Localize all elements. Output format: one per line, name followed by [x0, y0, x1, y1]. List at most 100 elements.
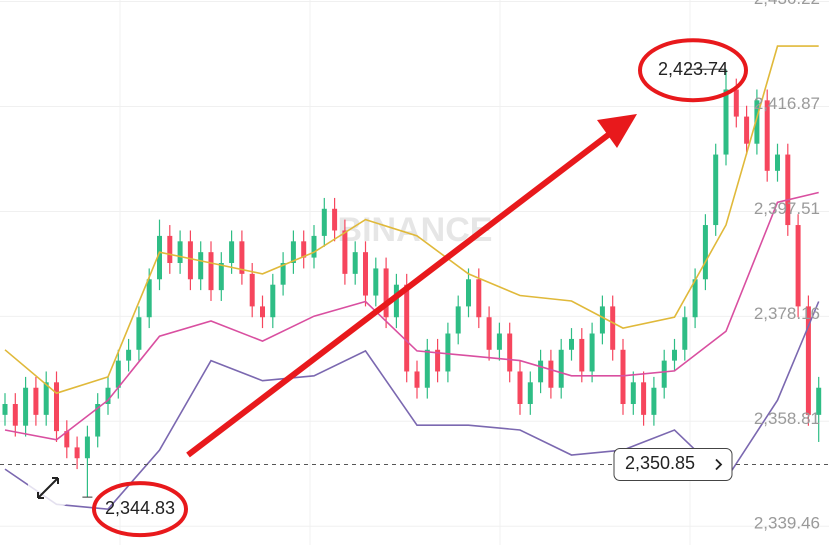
candle-body [84, 436, 90, 459]
low-label: 2,344.83 [105, 498, 175, 518]
candle-body [733, 89, 739, 117]
candle-body [569, 338, 574, 350]
candle-body [424, 349, 430, 388]
y-tick-label: 2,378.16 [754, 304, 820, 323]
y-tick-label: 2,358.81 [754, 409, 820, 428]
candle-body [486, 317, 492, 350]
vertical-grid [119, 0, 691, 545]
candle-body [218, 263, 224, 291]
last-price-tag [613, 447, 733, 481]
candle-body [95, 404, 101, 437]
candle-body [23, 387, 29, 426]
candle-body [785, 154, 791, 226]
candle-body [517, 371, 523, 405]
candle-body [589, 333, 595, 372]
candle-body [301, 241, 307, 258]
candle-body [260, 306, 265, 318]
candle-body [713, 154, 719, 226]
candle-body [538, 360, 544, 383]
last-price-label: 2,350.85 [625, 453, 695, 473]
candle-body [332, 208, 338, 231]
candle-body [744, 116, 750, 144]
band-line [4, 301, 820, 511]
candle-body [548, 360, 554, 388]
candle-body [435, 349, 441, 372]
candle-body [723, 89, 729, 155]
band-line [4, 191, 819, 441]
y-tick-label: 2,416.87 [754, 94, 820, 113]
candle-body [383, 268, 389, 318]
arrow-head [597, 114, 637, 148]
band-line [4, 45, 819, 395]
candle-body [352, 252, 358, 274]
y-tick-label: 2,397.51 [754, 199, 820, 218]
candle-body [373, 268, 379, 296]
candle-body [507, 333, 513, 372]
candle-body [12, 404, 18, 426]
candle-body [775, 154, 780, 171]
candle-body [599, 306, 605, 334]
candle-body [229, 241, 235, 264]
candle-body [476, 279, 482, 318]
candle-body [321, 208, 327, 236]
candle-body [445, 333, 451, 372]
trend-arrow [186, 129, 614, 458]
candle-body [270, 284, 276, 318]
candle-body [157, 235, 162, 280]
candle-body [115, 360, 121, 388]
candle-body [404, 284, 410, 372]
candle-body [805, 306, 811, 415]
candle-body [146, 279, 152, 318]
candle-body [136, 317, 142, 350]
candle-body [105, 387, 111, 405]
candle-body [692, 279, 698, 318]
expand-icon [37, 477, 59, 499]
candle-body [167, 235, 173, 264]
candle-body [414, 371, 420, 388]
candle-body [126, 349, 132, 361]
candle-body [672, 349, 677, 361]
y-tick-label: 2,339.46 [754, 514, 820, 533]
chevron-icon [715, 458, 723, 471]
candle-body [558, 349, 564, 388]
candle-body [280, 263, 286, 285]
y-tick-label: 2,436.22 [754, 0, 820, 8]
highlight-circle [92, 481, 188, 538]
candle-body [795, 225, 801, 307]
candle-body [239, 241, 245, 274]
candle-body [754, 100, 760, 144]
candle-body [54, 382, 59, 432]
candle-body [64, 431, 70, 448]
candle-body [33, 387, 39, 415]
candle-body [702, 225, 708, 280]
candle-body [466, 279, 471, 307]
candle-body [816, 387, 822, 415]
highlight-circle [638, 38, 748, 103]
candle-body [74, 447, 80, 459]
candle-body [393, 284, 399, 318]
candle-body [651, 387, 657, 415]
candle-body [610, 306, 616, 350]
candle-body [198, 252, 204, 280]
candle-body [620, 349, 626, 405]
candle-body [187, 241, 193, 280]
candle-body [208, 252, 214, 291]
candle-body [661, 360, 667, 388]
candle-body [177, 241, 183, 264]
candle-body [290, 241, 296, 264]
candle-body [2, 404, 8, 415]
candle-body [455, 306, 461, 334]
candle-body [342, 230, 348, 274]
candle-body [641, 382, 647, 415]
candle-body [311, 235, 317, 258]
peak-label: 2,423.74 [658, 59, 728, 79]
candle-body [630, 382, 636, 405]
candle-body [43, 382, 49, 415]
candle-body [579, 338, 585, 372]
candle-body [363, 252, 368, 296]
candle-body [249, 273, 255, 307]
candle-body [527, 382, 533, 405]
candle-body [496, 333, 502, 350]
candle-body [764, 100, 770, 171]
